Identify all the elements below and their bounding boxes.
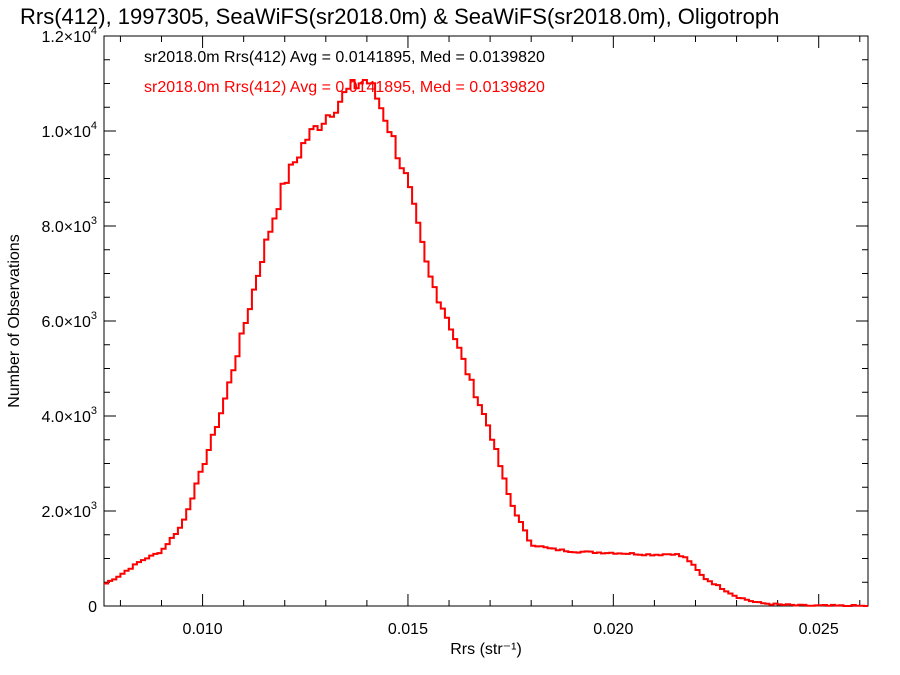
legend-entry-black: sr2018.0m Rrs(412) Avg = 0.0141895, Med … xyxy=(144,49,545,66)
plot-frame xyxy=(103,35,869,607)
legend-entry-red: sr2018.0m Rrs(412) Avg = 0.0141895, Med … xyxy=(144,79,545,96)
x-tick-label: 0.010 xyxy=(183,621,223,638)
x-tick-labels: 0.010 0.015 0.020 0.025 xyxy=(183,621,839,638)
x-tick-label: 0.020 xyxy=(593,621,633,638)
series-line-black xyxy=(104,79,868,607)
series-layer xyxy=(104,79,868,607)
y-tick-label: 6.0×103 xyxy=(41,310,97,331)
chart-title: Rrs(412), 1997305, SeaWiFS(sr2018.0m) & … xyxy=(20,4,779,29)
y-tick-label: 8.0×103 xyxy=(41,215,97,236)
y-tick-label: 4.0×103 xyxy=(41,405,97,426)
axis-ticks xyxy=(104,35,868,607)
x-axis-label: Rrs (str⁻¹) xyxy=(450,641,522,658)
x-tick-label: 0.025 xyxy=(799,621,839,638)
x-tick-label: 0.015 xyxy=(388,621,428,638)
y-tick-label: 1.0×104 xyxy=(41,120,97,141)
y-tick-label: 1.2×104 xyxy=(41,25,97,46)
y-tick-label: 2.0×103 xyxy=(41,500,97,521)
y-axis-label: Number of Observations xyxy=(6,234,23,407)
y-tick-labels: 0 2.0×103 4.0×103 6.0×103 8.0×103 1.0×104 1.2×… xyxy=(41,25,97,616)
series-line-red xyxy=(104,79,868,607)
y-tick-label: 0 xyxy=(88,599,97,616)
